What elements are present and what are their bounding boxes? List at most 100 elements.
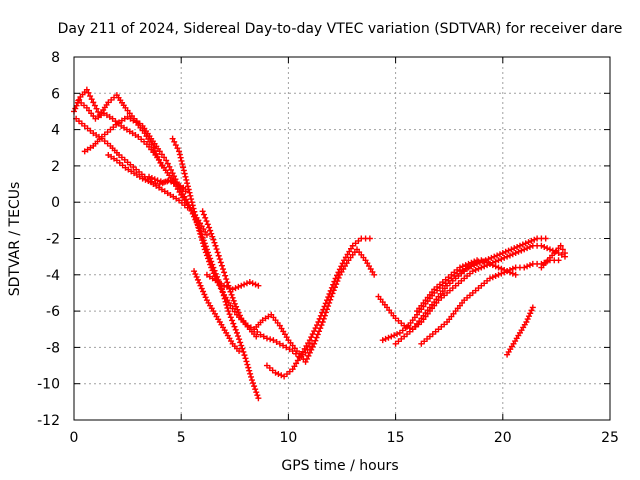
data-point <box>199 240 206 247</box>
data-point <box>260 333 267 340</box>
data-point <box>211 239 218 246</box>
data-point <box>394 331 401 338</box>
data-point <box>232 326 239 333</box>
data-point <box>248 377 255 384</box>
data-point <box>228 291 235 298</box>
y-tick-label: 8 <box>51 50 60 66</box>
data-point <box>170 179 177 186</box>
data-point <box>366 235 373 242</box>
data-point <box>212 242 219 249</box>
data-point <box>459 263 466 270</box>
data-point <box>486 260 493 267</box>
data-point <box>557 242 564 249</box>
data-point <box>391 332 398 339</box>
data-point <box>238 342 245 349</box>
data-point <box>371 271 378 278</box>
x-tick-label: 0 <box>70 430 79 446</box>
data-point <box>203 218 210 225</box>
data-point <box>209 233 216 240</box>
data-point <box>151 147 158 154</box>
data-point <box>156 181 163 188</box>
data-point <box>146 173 153 180</box>
data-point <box>189 202 196 209</box>
data-point <box>502 248 509 255</box>
data-point <box>174 145 181 152</box>
data-point <box>173 181 180 188</box>
data-point <box>523 318 530 325</box>
data-point <box>167 177 174 184</box>
data-point <box>215 252 222 259</box>
data-point <box>462 262 469 269</box>
data-point <box>209 267 216 274</box>
data-point <box>489 274 496 281</box>
data-point <box>176 151 183 158</box>
data-point <box>193 218 200 225</box>
data-point <box>481 258 488 265</box>
data-point <box>321 303 328 310</box>
data-point <box>169 135 176 142</box>
data-point <box>241 281 248 288</box>
data-point <box>238 282 245 289</box>
data-point <box>273 338 280 345</box>
data-point <box>198 233 205 240</box>
data-point <box>546 246 553 253</box>
data-point <box>237 339 244 346</box>
data-point <box>544 245 551 252</box>
data-point <box>229 305 236 312</box>
data-point <box>495 271 502 278</box>
data-point <box>267 336 274 343</box>
data-point <box>72 105 79 112</box>
data-point <box>206 224 213 231</box>
y-tick-label: -4 <box>46 268 60 284</box>
data-point <box>180 164 187 171</box>
data-point <box>275 371 282 378</box>
series-track-16 <box>418 257 562 347</box>
series-track-17 <box>414 257 481 315</box>
data-point <box>177 182 184 189</box>
data-point <box>158 151 165 158</box>
data-point <box>492 273 499 280</box>
data-point <box>471 258 478 265</box>
data-point <box>379 337 386 344</box>
data-point <box>330 281 337 288</box>
data-point <box>542 235 549 242</box>
data-point <box>199 237 206 244</box>
data-point <box>338 263 345 270</box>
data-point <box>210 270 217 277</box>
data-point <box>518 247 525 254</box>
data-point <box>541 243 548 250</box>
data-point <box>385 334 392 341</box>
data-point <box>519 241 526 248</box>
y-tick-label: -8 <box>46 340 60 356</box>
data-point <box>198 285 205 292</box>
data-point <box>164 160 171 167</box>
data-point <box>509 251 516 258</box>
x-tick-label: 15 <box>387 430 405 446</box>
data-point <box>148 175 155 181</box>
y-tick-label: -2 <box>46 232 60 248</box>
data-point <box>249 280 256 287</box>
data-point <box>220 266 227 273</box>
data-point <box>235 333 242 340</box>
data-point <box>486 275 493 282</box>
data-point <box>491 253 498 260</box>
data-point <box>226 311 233 318</box>
data-point <box>484 259 491 266</box>
series-track-9 <box>191 268 243 355</box>
data-point <box>528 307 535 314</box>
data-point <box>522 240 529 247</box>
data-point <box>148 179 155 186</box>
series-track-19 <box>538 242 568 271</box>
data-point <box>472 266 479 273</box>
data-point <box>531 236 538 243</box>
data-point <box>187 192 194 199</box>
data-point <box>226 285 233 292</box>
data-point <box>196 227 203 234</box>
data-point <box>246 279 253 286</box>
grid-lines <box>74 57 610 420</box>
data-point <box>313 334 320 341</box>
y-tick-label: -10 <box>37 377 60 393</box>
data-point <box>235 309 242 316</box>
data-point <box>154 177 161 184</box>
data-point <box>93 105 100 112</box>
